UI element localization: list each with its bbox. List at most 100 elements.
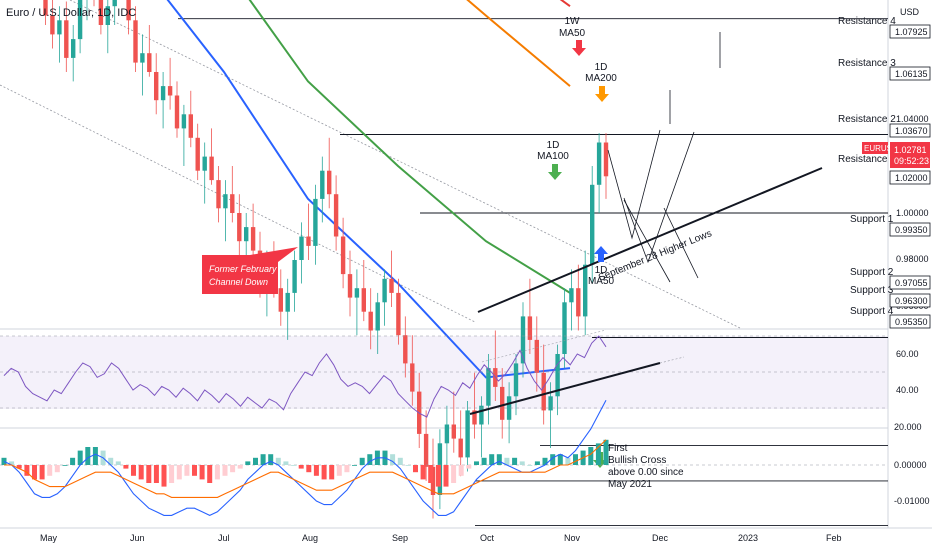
candle-body <box>313 198 318 246</box>
time-tick-dec: Dec <box>652 533 669 543</box>
candle-body <box>590 184 595 265</box>
candle-body <box>479 405 484 425</box>
macd-histogram-bar <box>192 465 197 476</box>
time-tick-feb: Feb <box>826 533 842 543</box>
projection-path-1 <box>607 129 661 240</box>
countdown-text: 09:52:23 <box>894 156 929 166</box>
candle-body <box>299 236 304 260</box>
macd-histogram-bar <box>108 457 114 465</box>
channel-callout-line1: Former February <box>209 264 277 274</box>
candle-body <box>64 20 69 58</box>
level-name-support-1: Support 1 <box>850 214 894 225</box>
ma-1d-50-line <box>166 0 571 379</box>
higher-lows-trendline <box>477 167 823 313</box>
level-name-resistance-4: Resistance 4 <box>838 16 896 27</box>
macd-histogram-bar <box>489 454 495 465</box>
rsi-band <box>0 336 888 409</box>
macd-histogram-bar <box>9 461 15 465</box>
price-box-text-0-99350: 0.99350 <box>895 225 928 235</box>
time-tick-jul: Jul <box>218 533 230 543</box>
macd-histogram-bar <box>207 465 213 483</box>
macd-histogram-bar <box>573 454 578 465</box>
macd-histogram-bar <box>245 461 251 465</box>
macd-histogram-bar <box>329 465 335 480</box>
macd-histogram-bar <box>298 465 304 469</box>
current-price-text: 1.02781 <box>894 145 927 155</box>
rsi-tick-40: 40.00 <box>896 385 919 395</box>
currency-label: USD <box>900 7 920 17</box>
macd-histogram-bar <box>550 454 556 465</box>
candle-body <box>50 15 55 35</box>
macd-note-line4: May 2021 <box>608 479 652 490</box>
macd-histogram-bar <box>435 465 441 487</box>
macd-histogram-bar <box>443 465 449 487</box>
candle-body <box>57 20 62 35</box>
price-box-text-1-03670: 1.03670 <box>895 126 928 136</box>
candle-body <box>126 0 131 21</box>
macd-histogram-bar <box>496 454 502 465</box>
candle-body <box>77 0 83 40</box>
candle-body <box>216 180 221 209</box>
candle-body <box>154 72 159 101</box>
macd-histogram-bar <box>565 457 571 465</box>
macd-histogram-bar <box>275 457 281 465</box>
macd-histogram-bar <box>313 465 319 476</box>
macd-histogram-bar <box>253 457 258 465</box>
candle-body <box>140 53 145 63</box>
macd-histogram-bar <box>39 465 45 480</box>
candle-body <box>569 288 574 303</box>
macd-histogram-bar <box>405 465 411 466</box>
candle-body <box>396 292 401 336</box>
macd-histogram-bar <box>481 457 487 465</box>
symbol-tag <box>862 142 888 154</box>
candle-body <box>292 260 297 293</box>
macd-histogram-bar <box>24 465 30 476</box>
candle-body <box>458 438 463 458</box>
macd-histogram-bar <box>352 465 357 466</box>
channel-callout-line2: Channel Down <box>209 277 268 287</box>
price-box-0-97055 <box>889 275 931 290</box>
level-name-resistance-1: Resistance 1 <box>838 154 896 165</box>
current-price-box <box>890 142 930 168</box>
candle-body <box>583 264 588 317</box>
candle-body <box>375 302 380 331</box>
macd-note-line1: First <box>608 443 628 454</box>
chart-title: Euro / U.S. Dollar, 1D, IDC <box>6 7 136 19</box>
candle-body <box>285 292 290 312</box>
candle-body <box>444 424 450 444</box>
channel-callout-box <box>202 247 298 294</box>
candle-body <box>472 410 477 425</box>
macd-histogram-bar <box>153 465 159 483</box>
candle-body <box>195 137 200 171</box>
macd-histogram-bar <box>115 461 121 465</box>
macd-histogram-bar <box>557 454 563 465</box>
candle-body <box>576 288 581 317</box>
trend-lines <box>477 32 823 313</box>
price-box-0-96300 <box>889 293 931 308</box>
macd-histogram-bar <box>344 465 350 473</box>
macd-histogram-bar <box>176 465 182 480</box>
symbol-tag-text: EURUSD <box>864 144 898 153</box>
time-tick-oct: Oct <box>480 533 495 543</box>
candle-body <box>250 227 256 251</box>
level-name-support-4: Support 4 <box>850 306 894 317</box>
candle-body <box>230 194 235 213</box>
macd-histogram-bar <box>595 443 601 465</box>
ma200d-arrow <box>595 86 609 102</box>
candle-body <box>167 86 173 96</box>
candle-body <box>410 363 415 392</box>
candle-body <box>188 114 193 138</box>
candle-body <box>347 274 353 298</box>
price-box-1-07925 <box>889 24 931 39</box>
macd-histogram-bar <box>214 465 220 480</box>
ma-1d-200-line <box>466 0 571 87</box>
macd-histogram-bar <box>474 461 479 465</box>
macd-histogram-bar <box>359 457 365 465</box>
macd-histogram-bar <box>397 457 403 465</box>
candle-body <box>202 156 207 171</box>
macd-histogram-bar <box>527 465 533 466</box>
macd-histogram-bar <box>62 465 68 466</box>
candle-body <box>237 213 242 242</box>
macd-histogram-bar <box>519 461 525 465</box>
projection-path-3 <box>623 199 671 283</box>
